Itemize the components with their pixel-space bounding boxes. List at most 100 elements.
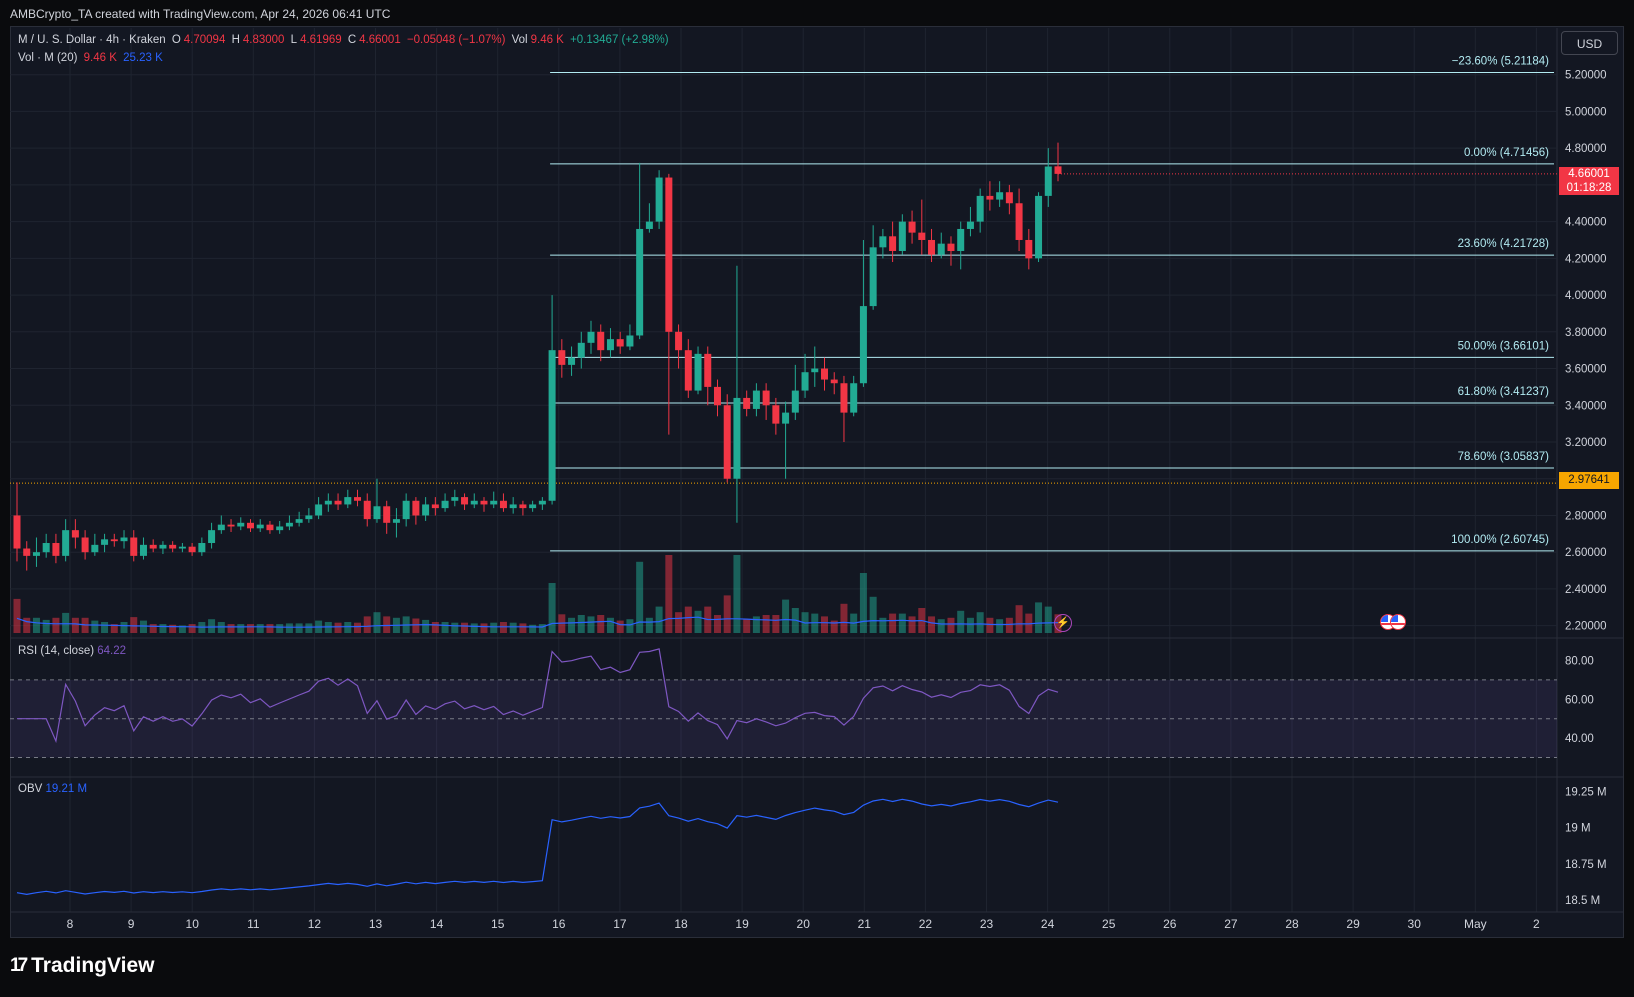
candle-body bbox=[42, 543, 50, 553]
candle-body bbox=[645, 221, 653, 229]
candle-body bbox=[227, 524, 235, 527]
volume-bar bbox=[470, 623, 478, 633]
volume-bar bbox=[431, 622, 439, 633]
candle-body bbox=[451, 497, 459, 501]
x-tick-label: 24 bbox=[1041, 917, 1055, 931]
x-tick-label: 25 bbox=[1102, 917, 1116, 931]
low-label: L bbox=[290, 34, 298, 46]
x-tick-label: 30 bbox=[1408, 917, 1422, 931]
candle-body bbox=[986, 195, 994, 200]
volume-bar bbox=[928, 616, 936, 633]
volume-bar bbox=[752, 616, 760, 633]
volume-bar bbox=[626, 619, 634, 633]
y-tick-label: 2.80000 bbox=[1565, 510, 1607, 522]
volume-bar bbox=[266, 624, 274, 633]
volume-bar bbox=[490, 622, 498, 633]
volume-bar bbox=[383, 616, 391, 633]
volume-bar bbox=[149, 624, 157, 633]
x-tick-label: 20 bbox=[797, 917, 811, 931]
candle-body bbox=[577, 342, 585, 358]
volume-bar bbox=[412, 618, 420, 633]
candle-body bbox=[499, 500, 507, 509]
volume-bar bbox=[568, 617, 576, 633]
candle-body bbox=[918, 232, 926, 240]
volume-bar bbox=[947, 617, 955, 633]
fib-label: 78.60% (3.05837) bbox=[1458, 451, 1550, 463]
rsi-value: 64.22 bbox=[97, 645, 127, 657]
y-tick-label: 3.40000 bbox=[1565, 400, 1607, 412]
x-tick-label: 21 bbox=[858, 917, 872, 931]
candle-body bbox=[101, 539, 109, 545]
volume-bar bbox=[23, 617, 31, 633]
y-tick-label: 3.60000 bbox=[1565, 364, 1607, 376]
volume-bar bbox=[178, 625, 186, 633]
candle-body bbox=[606, 339, 614, 351]
candle-body bbox=[898, 221, 906, 251]
brand-name: TradingView bbox=[31, 954, 155, 977]
volume-bar bbox=[723, 595, 731, 633]
candle-body bbox=[470, 500, 478, 505]
x-tick-label: 11 bbox=[247, 917, 260, 931]
chart-credit: AMBCrypto_TA created with TradingView.co… bbox=[10, 7, 391, 21]
rsi-line bbox=[17, 648, 1059, 744]
volume-bar bbox=[869, 596, 877, 633]
volume-ma-legend: Vol · M (20) 9.46 K 25.23 K bbox=[18, 52, 166, 64]
volume-bar bbox=[821, 616, 829, 633]
volume-bar bbox=[42, 619, 50, 633]
candle-body bbox=[675, 331, 683, 351]
lightning-icon[interactable]: ⚡ bbox=[1054, 614, 1072, 632]
obv-value: 19.21 M bbox=[45, 783, 88, 795]
obv-label: OBV bbox=[18, 783, 43, 795]
volume-bar bbox=[441, 622, 449, 633]
tradingview-logo-icon: 17 bbox=[10, 955, 28, 976]
volume-change: +0.13467 (+2.98%) bbox=[570, 34, 669, 46]
candle-body bbox=[1005, 192, 1013, 204]
volume-label: Vol bbox=[511, 34, 528, 46]
candle-body bbox=[256, 524, 264, 529]
volume-bar bbox=[110, 624, 118, 633]
candle-body bbox=[392, 519, 400, 523]
volume-bar bbox=[32, 617, 40, 633]
high-label: H bbox=[231, 34, 240, 46]
x-tick-label: 17 bbox=[613, 917, 627, 931]
y-tick-label: 4.80000 bbox=[1565, 143, 1607, 155]
volume-bar bbox=[461, 622, 469, 633]
volume-bar bbox=[1005, 617, 1013, 633]
volume-bar bbox=[597, 615, 605, 633]
volume-bar bbox=[645, 617, 653, 633]
candle-body bbox=[519, 504, 527, 509]
countdown-value: 01:18:28 bbox=[1566, 182, 1612, 194]
close-value: 4.66001 bbox=[359, 34, 401, 46]
obv-tick-label: 18.5 M bbox=[1565, 895, 1600, 907]
candle-body bbox=[509, 504, 517, 509]
volume-bar bbox=[139, 620, 147, 633]
y-tick-label: 3.80000 bbox=[1565, 327, 1607, 339]
volume-bar bbox=[130, 617, 138, 633]
x-tick-label: 22 bbox=[919, 917, 933, 931]
candle-body bbox=[801, 372, 809, 391]
candle-body bbox=[772, 405, 780, 424]
candle-body bbox=[684, 350, 692, 391]
currency-button[interactable]: USD bbox=[1561, 31, 1618, 55]
candle-body bbox=[13, 515, 21, 549]
candle-body bbox=[869, 247, 877, 307]
volume-bar bbox=[120, 622, 128, 633]
volume-bar bbox=[188, 624, 196, 633]
tradingview-logo[interactable]: 17 TradingView bbox=[10, 954, 154, 978]
x-tick-label: 10 bbox=[186, 917, 200, 931]
last-price-value: 4.66001 bbox=[1568, 168, 1610, 180]
y-tick-label: 4.00000 bbox=[1565, 290, 1607, 302]
open-value: 4.70094 bbox=[183, 34, 226, 46]
volume-ma-value-1: 9.46 K bbox=[83, 52, 117, 64]
candle-body bbox=[32, 552, 40, 556]
volume-bar bbox=[986, 617, 994, 633]
candle-body bbox=[694, 353, 702, 391]
us-flag-icon[interactable] bbox=[1390, 614, 1406, 630]
candle-body bbox=[1035, 195, 1043, 259]
volume-bar bbox=[957, 610, 965, 633]
candle-body bbox=[976, 195, 984, 222]
candle-body bbox=[1015, 203, 1023, 240]
candle-body bbox=[704, 353, 712, 387]
candle-body bbox=[305, 515, 313, 520]
